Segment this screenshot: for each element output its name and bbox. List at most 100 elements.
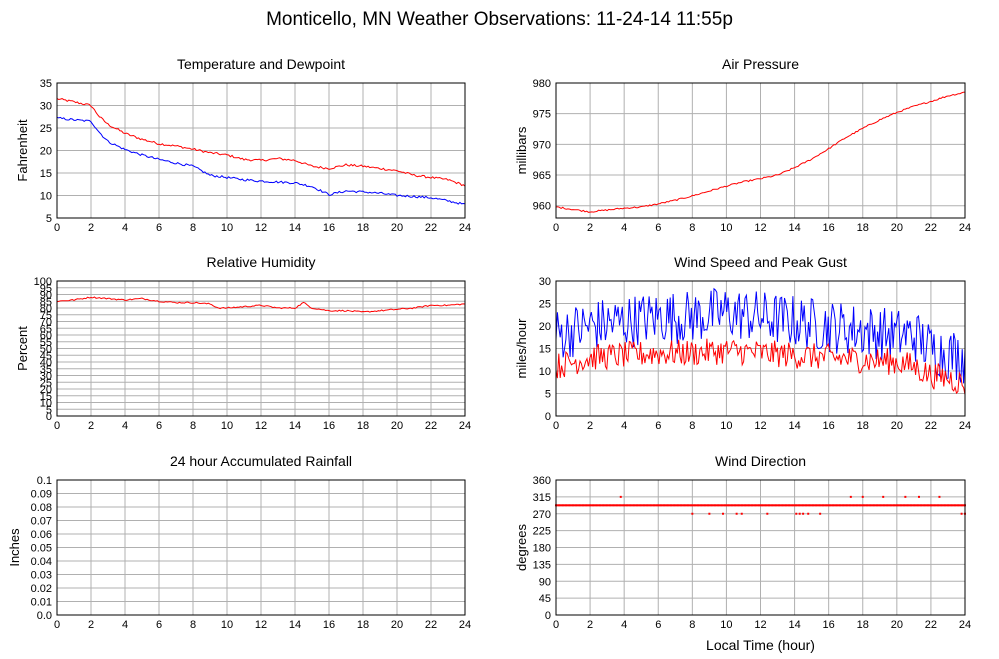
temperature-series-line-1 — [56, 116, 466, 205]
direction-point — [748, 504, 751, 507]
direction-point — [677, 504, 680, 507]
direction-point — [593, 504, 596, 507]
direction-point — [890, 504, 893, 507]
direction-point — [942, 504, 945, 507]
direction-point — [827, 504, 830, 507]
direction-point — [644, 504, 647, 507]
direction-point — [626, 504, 629, 507]
direction-point — [647, 504, 650, 507]
direction-point — [870, 504, 873, 507]
direction-point — [929, 504, 932, 507]
direction-point — [601, 504, 604, 507]
direction-point — [885, 504, 888, 507]
temperature-x-tick-label: 22 — [425, 222, 437, 234]
direction-point — [698, 504, 701, 507]
direction-x-tick-label: 6 — [655, 619, 661, 631]
direction-point — [917, 504, 920, 507]
direction-point — [685, 504, 688, 507]
direction-point — [559, 504, 562, 507]
direction-point — [807, 512, 810, 515]
temperature-y-tick-label: 30 — [40, 101, 52, 113]
direction-y-tick-label: 180 — [533, 543, 551, 555]
direction-point — [844, 504, 847, 507]
direction-point — [714, 504, 717, 507]
direction-point — [671, 504, 674, 507]
direction-point — [907, 504, 910, 507]
direction-point — [731, 504, 734, 507]
direction-y-tick-label: 360 — [533, 475, 551, 487]
wind-series-line-0 — [555, 287, 966, 384]
direction-point — [604, 504, 607, 507]
humidity-y-tick-label: 70 — [40, 317, 52, 329]
direction-point — [692, 504, 695, 507]
wind-x-tick-label: 12 — [754, 420, 766, 432]
direction-point — [928, 504, 931, 507]
direction-point — [802, 504, 805, 507]
wind-x-tick-label: 8 — [689, 420, 695, 432]
temperature-x-tick-label: 8 — [190, 222, 196, 234]
direction-point — [732, 504, 735, 507]
direction-point — [752, 504, 755, 507]
direction-point — [587, 504, 590, 507]
direction-x-tick-label: 20 — [891, 619, 903, 631]
direction-point — [860, 504, 863, 507]
direction-point — [620, 504, 623, 507]
direction-point — [961, 504, 964, 507]
pressure-x-tick-label: 6 — [655, 222, 661, 234]
direction-y-tick-label: 0 — [545, 610, 551, 622]
direction-point — [829, 504, 832, 507]
humidity-x-tick-label: 24 — [459, 420, 471, 432]
pressure-x-tick-label: 18 — [857, 222, 869, 234]
pressure-x-tick-label: 14 — [788, 222, 800, 234]
pressure-y-tick-label: 960 — [533, 201, 551, 213]
direction-point — [824, 504, 827, 507]
direction-y-tick-label: 315 — [533, 492, 551, 504]
direction-point — [908, 504, 911, 507]
direction-point — [597, 504, 600, 507]
direction-point — [657, 504, 660, 507]
direction-point — [574, 504, 577, 507]
direction-point — [849, 495, 852, 498]
pressure-x-tick-label: 10 — [720, 222, 732, 234]
direction-point — [635, 504, 638, 507]
direction-point — [682, 504, 685, 507]
direction-point — [611, 504, 614, 507]
direction-point — [780, 504, 783, 507]
direction-point — [746, 504, 749, 507]
direction-point — [679, 504, 682, 507]
direction-point — [658, 504, 661, 507]
wind-x-tick-label: 6 — [655, 420, 661, 432]
direction-point — [910, 504, 913, 507]
direction-point — [919, 504, 922, 507]
direction-point — [738, 504, 741, 507]
direction-point — [790, 504, 793, 507]
direction-point — [819, 512, 822, 515]
temperature-y-tick-label: 20 — [40, 146, 52, 158]
direction-point — [873, 504, 876, 507]
rainfall-x-tick-label: 0 — [54, 619, 60, 631]
humidity-x-tick-label: 8 — [190, 420, 196, 432]
temperature-series-line-0 — [56, 97, 466, 187]
direction-point — [563, 504, 566, 507]
humidity-y-tick-label: 50 — [40, 344, 52, 356]
humidity-x-tick-label: 0 — [54, 420, 60, 432]
direction-point — [718, 504, 721, 507]
wind-x-tick-label: 10 — [720, 420, 732, 432]
direction-point — [823, 504, 826, 507]
wind-title: Wind Speed and Peak Gust — [674, 254, 847, 270]
pressure-plot-frame — [555, 82, 966, 219]
direction-point — [562, 504, 565, 507]
wind-x-tick-label: 4 — [621, 420, 627, 432]
direction-point — [769, 504, 772, 507]
humidity-y-axis-label: Percent — [15, 326, 30, 371]
rainfall-y-tick-label: 0.06 — [31, 529, 52, 541]
pressure-y-tick-label: 975 — [533, 109, 551, 121]
wind-y-tick-label: 10 — [539, 366, 551, 378]
direction-point — [725, 504, 728, 507]
direction-point — [831, 504, 834, 507]
direction-point — [756, 504, 759, 507]
direction-y-axis-label: degrees — [514, 524, 529, 571]
direction-point — [678, 504, 681, 507]
pressure-y-tick-label: 970 — [533, 139, 551, 151]
direction-point — [596, 504, 599, 507]
